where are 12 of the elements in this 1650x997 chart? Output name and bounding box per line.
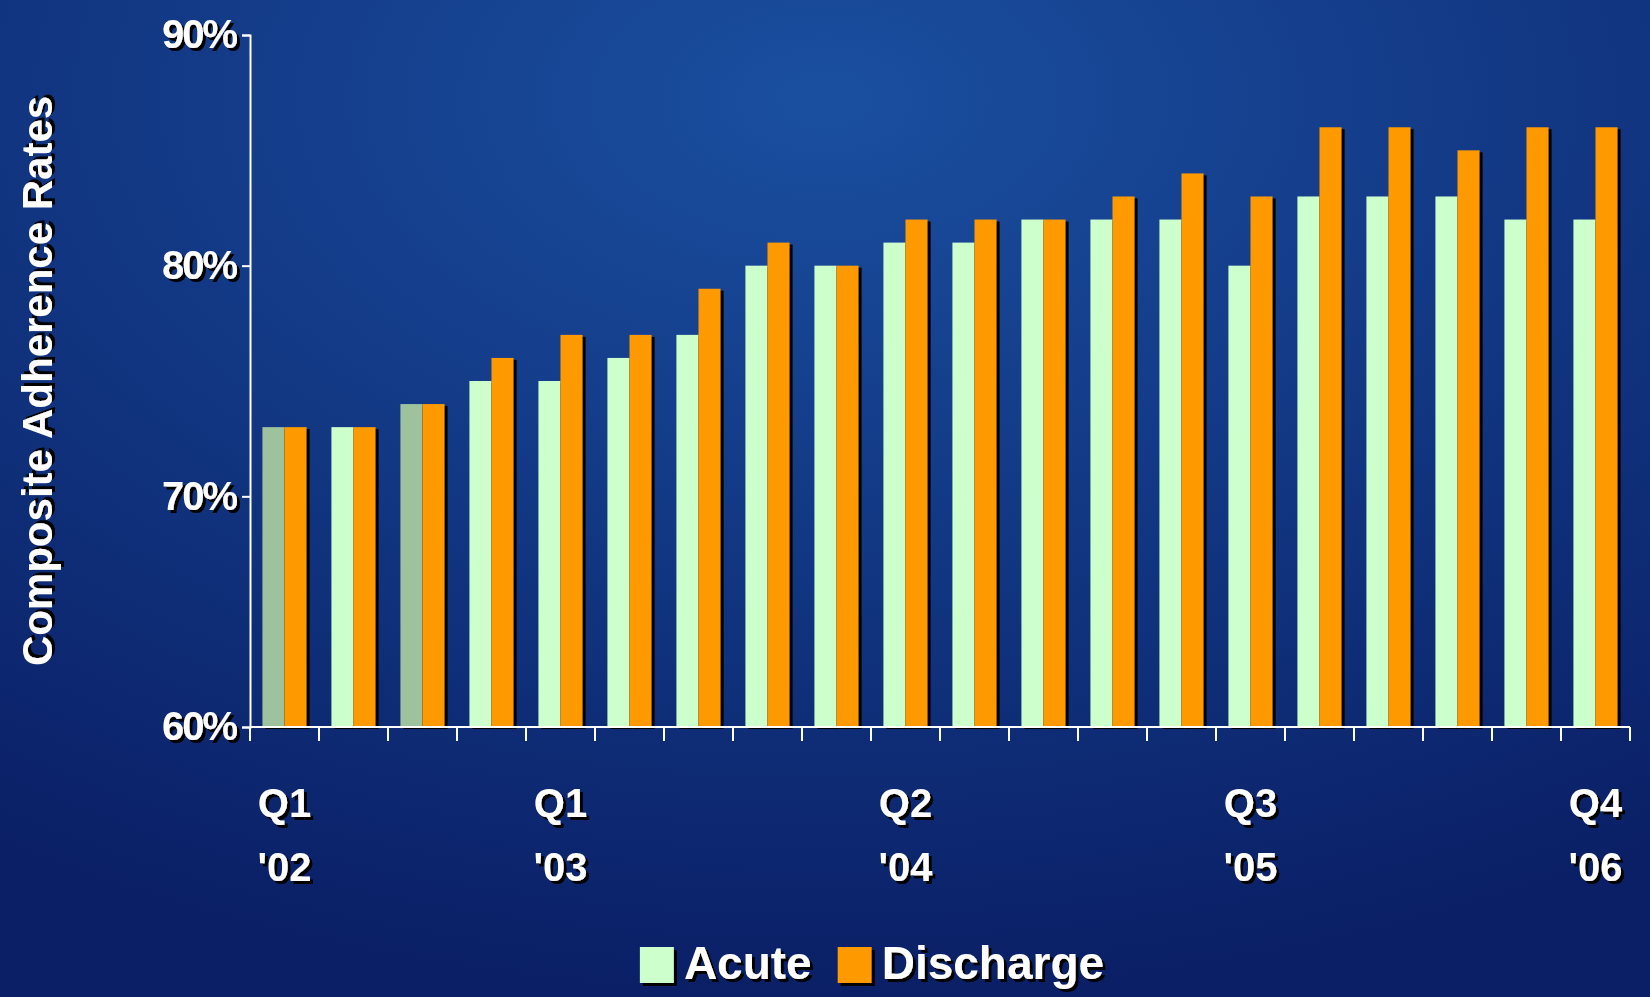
y-tick-label: 80% (161, 242, 238, 287)
x-tick-label: Q2 '04 (878, 781, 934, 889)
x-tick-label: Q1 '02 (257, 781, 312, 889)
y-tick-label: 70% (161, 473, 238, 518)
y-tick-label: 60% (161, 704, 238, 749)
x-tick-label: Q3 '05 (1223, 781, 1278, 889)
x-tick-label: Q4 '06 (1568, 781, 1623, 889)
y-tick-label: 90% (161, 12, 238, 57)
y-axis-title: Composite Adherence Rates (14, 95, 61, 667)
x-tick-label: Q1 '03 (533, 781, 588, 889)
legend-label: Acute (683, 937, 812, 989)
legend-label: Discharge (881, 937, 1105, 989)
